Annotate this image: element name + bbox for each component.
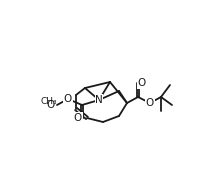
Text: CH₃: CH₃ (41, 97, 57, 106)
Text: O: O (74, 113, 82, 123)
Text: O: O (47, 100, 55, 110)
Text: O: O (138, 78, 146, 88)
Text: O: O (146, 98, 154, 108)
Text: O: O (64, 94, 72, 104)
Text: N: N (95, 95, 103, 105)
